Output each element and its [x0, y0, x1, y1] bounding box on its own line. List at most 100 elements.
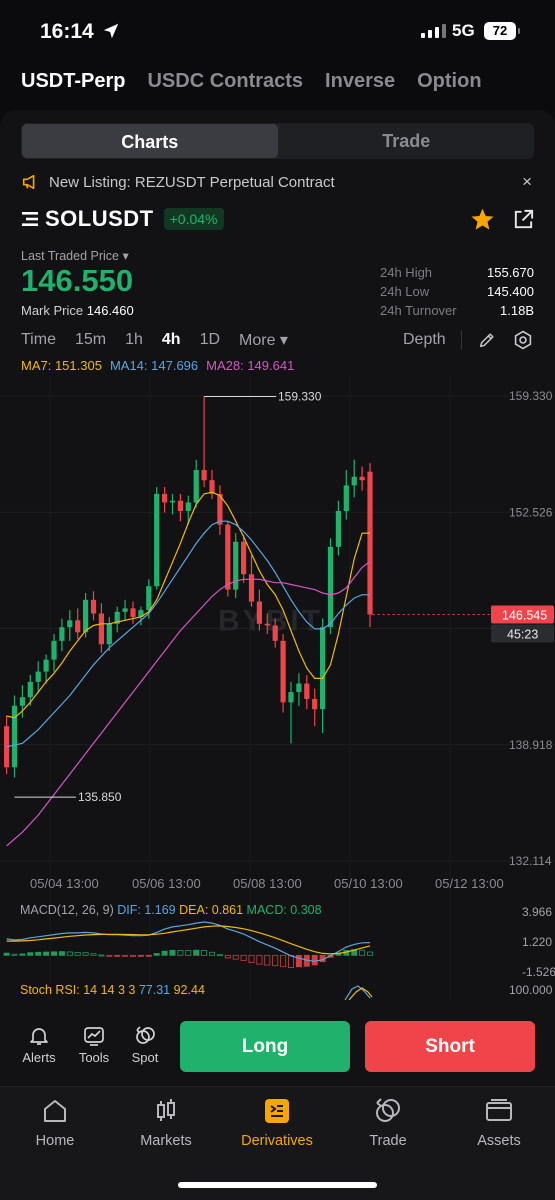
ma-line-ma7 [6, 491, 371, 719]
product-tabs: USDT-Perp USDC Contracts Inverse Option [21, 70, 482, 93]
draw-pen-icon[interactable] [478, 331, 496, 349]
stat-low: 24h Low 145.400 [380, 284, 534, 303]
macd-histogram-bar [287, 954, 294, 968]
tab-usdc-contracts[interactable]: USDC Contracts [147, 70, 304, 92]
mark-price-value: 146.460 [86, 303, 134, 318]
megaphone-icon [22, 174, 35, 190]
tools-label: Tools [78, 1050, 110, 1065]
timeframe-1d[interactable]: 1D [199, 331, 221, 348]
location-arrow-icon [103, 23, 119, 39]
mark-price-label: Mark Price [21, 303, 84, 318]
ma-line-ma14 [6, 520, 371, 748]
candle-body [19, 697, 25, 706]
share-external-icon[interactable] [512, 208, 535, 231]
swap-spot-icon [136, 1026, 155, 1044]
candle-body [264, 623, 270, 626]
nav-markets[interactable]: Markets [116, 1097, 216, 1149]
spot-label: Spot [131, 1050, 159, 1065]
charts-toggle[interactable]: Charts [22, 124, 278, 158]
macd-histogram-bar [82, 952, 89, 956]
announcement-bar[interactable]: New Listing: REZUSDT Perpetual Contract … [21, 170, 534, 194]
macd-histogram-bar [295, 954, 302, 968]
network-type: 5G [452, 21, 475, 40]
tools-button[interactable]: Tools [72, 1025, 116, 1065]
candle-body [359, 476, 365, 481]
candle-body [320, 627, 326, 710]
bell-icon [30, 1028, 48, 1045]
view-toggle: Charts Trade [21, 123, 534, 159]
candle-body [335, 510, 341, 547]
stat-high: 24h High 155.670 [380, 265, 534, 284]
ma28-label: MA28: 149.641 [206, 358, 295, 373]
macd-histogram-bar [161, 950, 168, 956]
short-button[interactable]: Short [365, 1021, 535, 1072]
chart-settings-icon[interactable] [513, 330, 533, 350]
candle-body [27, 681, 33, 698]
price-chart[interactable]: BYBIT 159.330 152.526 138.918 132.114 159.330… [0, 375, 555, 1000]
macd-histogram-bar [43, 951, 50, 956]
stoch-d-line [348, 987, 373, 1000]
macd-histogram-bar [129, 954, 136, 957]
clock: 16:14 [40, 20, 94, 43]
nav-home[interactable]: Home [5, 1097, 105, 1149]
macd-tick-label: -1.526 [522, 965, 555, 979]
stat-label: 24h Turnover [380, 303, 457, 318]
macd-histogram-bar [19, 953, 26, 956]
signal-icon [421, 24, 446, 38]
tab-usdt-perp[interactable]: USDT-Perp [21, 70, 126, 92]
ma7-label: MA7: 151.305 [21, 358, 102, 373]
candle-body [90, 599, 97, 614]
nav-label: Home [35, 1133, 75, 1149]
stat-value: 145.400 [487, 284, 534, 299]
nav-trade[interactable]: Trade [338, 1097, 438, 1149]
macd-histogram-bar [177, 950, 184, 956]
candle-body [162, 493, 168, 503]
macd-legend: MACD(12, 26, 9) DIF: 1.169 DEA: 0.861 MA… [20, 903, 322, 917]
candle-body [241, 541, 247, 575]
y-tick-label: 138.918 [509, 738, 553, 752]
macd-histogram-bar [106, 954, 113, 957]
tab-option[interactable]: Option [417, 70, 482, 92]
macd-histogram-bar [272, 954, 279, 967]
candle-body [154, 493, 160, 587]
pair-symbol[interactable]: SOLUSDT [45, 206, 154, 231]
status-bar: 16:14 5G 72 [0, 0, 555, 62]
spot-button[interactable]: Spot [123, 1025, 167, 1065]
candle-body [11, 705, 18, 768]
candle-body [51, 640, 57, 660]
candle-body [288, 692, 294, 703]
timeframe-more[interactable]: More ▾ [239, 332, 288, 349]
nav-assets[interactable]: Assets [449, 1097, 549, 1149]
candle-body [122, 608, 128, 612]
timeframe-time[interactable]: Time [21, 331, 56, 348]
macd-histogram-bar [248, 954, 255, 963]
macd-histogram-bar [66, 951, 73, 956]
markets-icon [157, 1099, 175, 1121]
ma14-label: MA14: 147.696 [109, 358, 199, 373]
candle-body [351, 476, 357, 486]
timeframe-1h[interactable]: 1h [125, 331, 143, 348]
macd-dif-line [6, 921, 371, 962]
timeframe-15m[interactable]: 15m [74, 331, 107, 348]
close-icon[interactable]: × [522, 172, 532, 191]
long-button[interactable]: Long [180, 1021, 350, 1072]
favorite-star-icon[interactable] [470, 207, 495, 232]
timeframe-4h[interactable]: 4h [161, 331, 181, 348]
candle-body [217, 493, 223, 525]
nav-derivatives[interactable]: Derivatives [227, 1097, 327, 1149]
candle-body [367, 471, 373, 615]
last-traded-label[interactable]: Last Traded Price ▾ [21, 249, 129, 263]
price-change-badge: +0.04% [163, 208, 224, 230]
candle-body [248, 574, 255, 602]
alerts-button[interactable]: Alerts [17, 1025, 61, 1065]
last-traded-price: 146.550 [21, 263, 134, 298]
tab-inverse[interactable]: Inverse [325, 70, 396, 92]
y-tick-label: 159.330 [509, 389, 553, 403]
macd-histogram-bar [185, 950, 192, 956]
pair-menu-icon[interactable] [21, 210, 39, 228]
depth-tab[interactable]: Depth [403, 331, 446, 348]
pair-header[interactable]: SOLUSDT +0.04% [21, 206, 224, 232]
assets-icon [486, 1099, 512, 1121]
macd-histogram-bar [74, 952, 81, 956]
trade-toggle[interactable]: Trade [382, 131, 431, 151]
